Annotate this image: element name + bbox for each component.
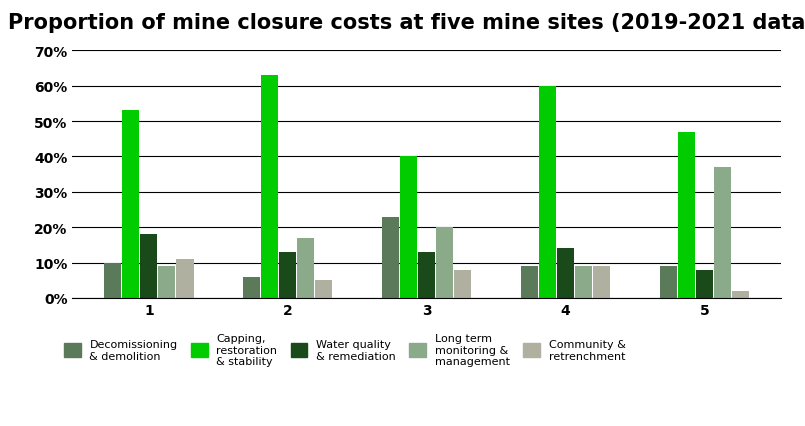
- Bar: [243, 277, 260, 298]
- Bar: [521, 266, 538, 298]
- Bar: [714, 167, 731, 298]
- Bar: [122, 111, 139, 298]
- Bar: [678, 132, 695, 298]
- Bar: [696, 270, 713, 298]
- Bar: [140, 235, 158, 298]
- Bar: [104, 263, 122, 298]
- Bar: [297, 238, 315, 298]
- Bar: [539, 86, 556, 298]
- Bar: [593, 266, 610, 298]
- Bar: [316, 281, 332, 298]
- Bar: [557, 249, 574, 298]
- Bar: [454, 270, 472, 298]
- Bar: [732, 291, 749, 298]
- Bar: [418, 252, 436, 298]
- Text: Proportion of mine closure costs at five mine sites (2019-2021 data): Proportion of mine closure costs at five…: [8, 13, 805, 33]
- Bar: [382, 217, 399, 298]
- Bar: [436, 227, 453, 298]
- Bar: [575, 266, 592, 298]
- Bar: [400, 157, 417, 298]
- Bar: [261, 76, 279, 298]
- Legend: Decomissioning
& demolition, Capping,
restoration
& stability, Water quality
& r: Decomissioning & demolition, Capping, re…: [64, 334, 625, 366]
- Bar: [176, 259, 193, 298]
- Bar: [159, 266, 175, 298]
- Bar: [279, 252, 296, 298]
- Bar: [660, 266, 677, 298]
